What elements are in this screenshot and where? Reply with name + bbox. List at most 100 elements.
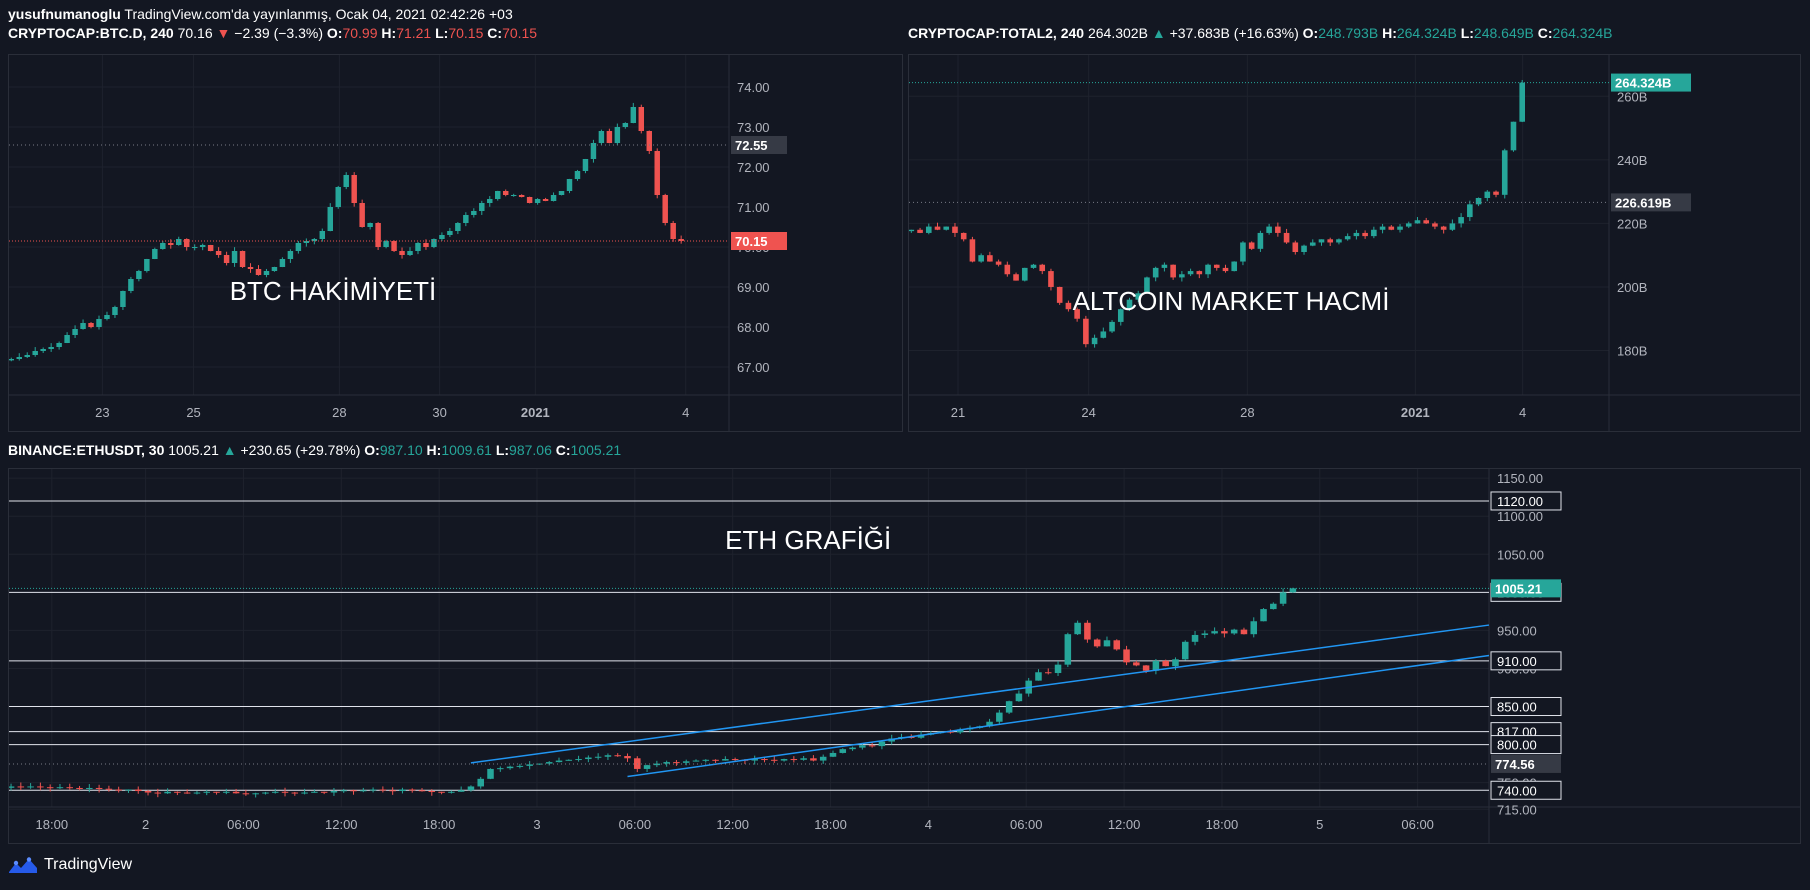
x-tick-label: 12:00	[325, 817, 358, 832]
btc-legend: CRYPTOCAP:BTC.D, 240 70.16 ▼ −2.39 (−3.3…	[8, 25, 537, 41]
candle-body	[1467, 204, 1473, 218]
candle-body	[242, 793, 250, 795]
candle-body	[136, 271, 142, 279]
candle-body	[367, 223, 373, 227]
candle-body	[542, 199, 549, 201]
eth-panel[interactable]: 1150.001100.001050.00950.00900.00850.008…	[7, 468, 1801, 844]
candle-body	[80, 323, 86, 329]
candle-body	[868, 745, 876, 747]
candle-body	[925, 226, 932, 233]
eth-symbol[interactable]: BINANCE:ETHUSDT, 30	[8, 442, 165, 458]
x-tick-label: 3	[533, 817, 540, 832]
candle-body	[1056, 286, 1063, 303]
x-tick-label: 18:00	[423, 817, 456, 832]
candle-body	[1221, 631, 1228, 634]
candle-body	[917, 229, 923, 233]
marker-label-box	[1611, 193, 1691, 212]
candle-body	[790, 759, 798, 761]
candle-body	[1048, 271, 1054, 287]
candle-body	[604, 755, 612, 757]
last-value-label: 264.324B	[1615, 76, 1671, 91]
total-symbol[interactable]: CRYPTOCAP:TOTAL2, 240	[908, 25, 1085, 41]
candle-body	[1013, 274, 1019, 281]
candle-body	[1318, 239, 1325, 243]
candle-body	[383, 241, 389, 247]
candle-body	[1414, 220, 1421, 224]
candle-body	[550, 195, 557, 201]
candle-body	[350, 790, 357, 792]
candle-body	[46, 787, 54, 789]
marker-label-box	[731, 136, 787, 154]
candle-body	[281, 791, 289, 793]
candle-body	[76, 787, 83, 789]
candle-body	[40, 349, 46, 351]
candle-body	[614, 755, 621, 757]
candle-body	[1187, 271, 1194, 275]
candle-body	[7, 786, 15, 788]
y-tick-label: 240B	[1617, 153, 1647, 168]
candle-body	[908, 736, 915, 738]
candle-body	[582, 159, 589, 171]
total-l-label: L:	[1460, 25, 1474, 41]
candle-body	[1135, 293, 1142, 300]
candle-body	[327, 207, 333, 231]
level-label: 800.00	[1497, 738, 1537, 753]
total-high: 264.324B	[1396, 25, 1457, 41]
btc-open: 70.99	[342, 25, 378, 41]
candle-body	[1021, 267, 1028, 281]
candle-body	[1362, 232, 1368, 237]
candle-body	[497, 768, 504, 770]
y-tick-label: 220B	[1617, 216, 1647, 231]
tradingview-logo-icon	[9, 857, 37, 873]
candle-body	[536, 763, 543, 765]
total-chart[interactable]: 180B 200B 220B 240B 260B 226.619B 264.324B 21 24…	[908, 55, 1800, 431]
candle-body	[455, 223, 461, 231]
author-name: yusufnumanoglu	[8, 6, 121, 22]
level-label-box	[1490, 697, 1562, 717]
candle-body	[1142, 665, 1150, 671]
candle-body	[164, 791, 171, 794]
candle-body	[662, 195, 668, 223]
candle-body	[506, 766, 514, 769]
candle-body	[1270, 603, 1277, 610]
candle-body	[287, 251, 294, 259]
candle-body	[231, 251, 238, 263]
candle-body	[1005, 701, 1013, 713]
y-tick-label: 180B	[1617, 344, 1647, 359]
candle-body	[1279, 592, 1287, 604]
candle-body	[1196, 271, 1203, 275]
btc-panel[interactable]: 67.0068.0069.0070.0071.0072.0073.0074.00…	[8, 54, 903, 432]
candle-body	[72, 329, 78, 335]
total-panel[interactable]: 180B 200B 220B 240B 260B 226.619B 264.324B 21 24…	[908, 54, 1801, 432]
candle-body	[232, 791, 240, 794]
candle-body	[160, 243, 166, 249]
x-tick-label: 28	[1240, 405, 1254, 420]
x-tick-label: 06:00	[619, 817, 652, 832]
candle-body	[320, 791, 328, 793]
watermark[interactable]: TradingView	[8, 856, 132, 874]
candle-body	[291, 792, 299, 794]
candle-body	[566, 179, 573, 191]
eth-chart[interactable]: 1150.001100.001050.00950.00900.00850.008…	[7, 469, 1800, 843]
candle-body	[771, 759, 778, 761]
y-tick-label: 74.00	[737, 80, 770, 95]
btc-chart[interactable]: 67.0068.0069.0070.0071.0072.0073.0074.00…	[8, 55, 902, 431]
candle-body	[606, 131, 613, 143]
candle-body	[301, 792, 308, 794]
candle-body	[859, 745, 866, 748]
candle-body	[252, 793, 259, 795]
level-label-box	[1490, 651, 1562, 671]
candle-body	[1519, 82, 1525, 122]
candle-body	[174, 791, 181, 793]
btc-symbol[interactable]: CRYPTOCAP:BTC.D, 240	[8, 25, 174, 41]
candle-body	[1292, 242, 1299, 253]
candle-body	[1213, 264, 1220, 268]
candle-body	[105, 788, 113, 790]
candle-body	[682, 761, 690, 763]
candle-body	[115, 789, 122, 791]
btc-c-label: C:	[487, 25, 503, 41]
candle-body	[1030, 264, 1037, 268]
total-open: 248.793B	[1318, 25, 1379, 41]
eth-open: 987.10	[379, 442, 423, 458]
candle-body	[154, 792, 162, 794]
